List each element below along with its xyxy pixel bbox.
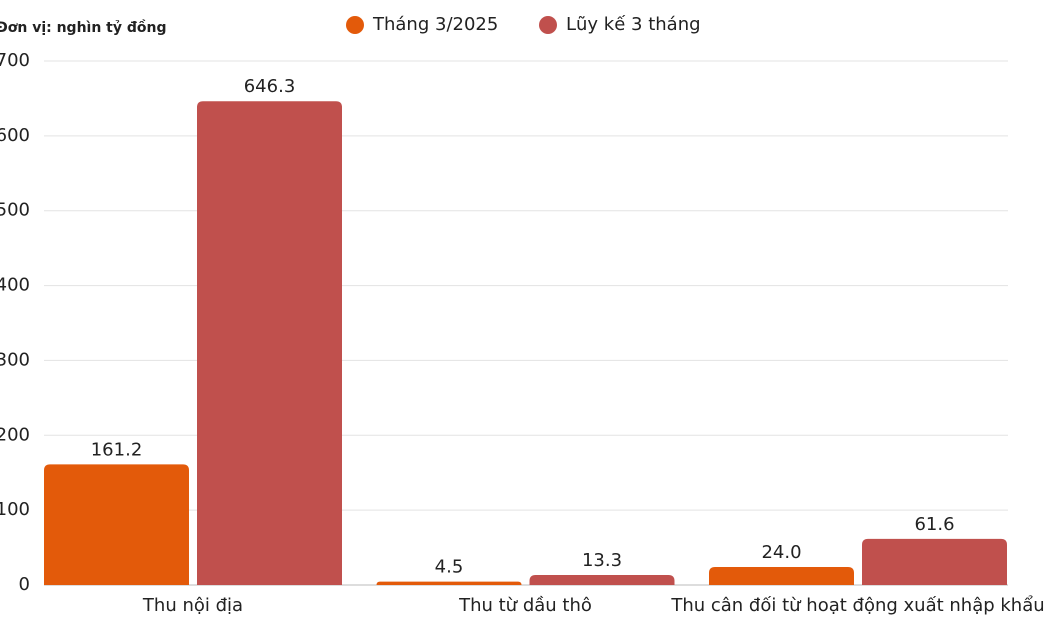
bar (197, 101, 342, 585)
value-label: 646.3 (244, 76, 296, 97)
value-label: 24.0 (761, 542, 801, 563)
value-label: 161.2 (91, 439, 143, 460)
value-label: 61.6 (914, 514, 954, 535)
x-tick-label: Thu từ dầu thô (458, 595, 592, 616)
y-tick-label: 700 (0, 50, 30, 71)
value-label: 4.5 (435, 557, 464, 578)
bar (376, 581, 522, 585)
y-tick-label: 600 (0, 125, 30, 146)
x-tick-label: Thu nội địa (142, 595, 243, 616)
bar (709, 567, 854, 585)
legend-label: Lũy kế 3 tháng (566, 14, 701, 35)
legend-marker (539, 16, 557, 34)
y-tick-label: 200 (0, 424, 30, 445)
y-tick-label: 500 (0, 200, 30, 221)
bar (862, 538, 1007, 585)
y-tick-label: 100 (0, 499, 30, 520)
legend-marker (346, 16, 364, 34)
bar (529, 575, 675, 585)
bar (44, 464, 189, 585)
x-tick-label: Thu cân đối từ hoạt động xuất nhập khẩu (670, 595, 1044, 616)
y-tick-label: 0 (19, 574, 30, 595)
unit-label: Đơn vị: nghìn tỷ đồng (0, 19, 167, 36)
value-label: 13.3 (582, 550, 622, 571)
y-tick-label: 300 (0, 349, 30, 370)
legend-label: Tháng 3/2025 (372, 14, 498, 35)
y-tick-label: 400 (0, 275, 30, 296)
